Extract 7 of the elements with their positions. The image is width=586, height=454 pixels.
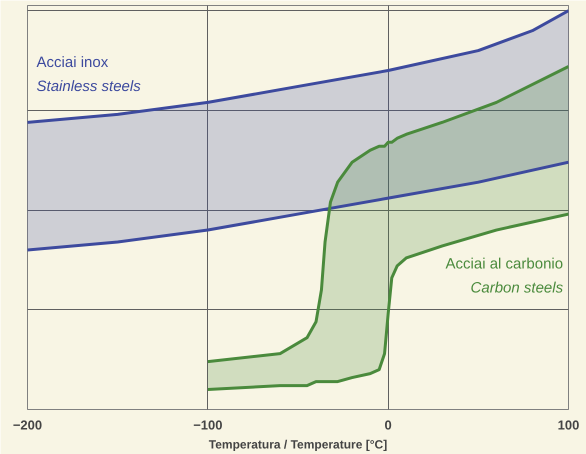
x-tick-label: −200 [12, 418, 42, 432]
text: Acciai al carbonio Carbon steels [446, 255, 564, 296]
x-tick-label: 100 [558, 418, 580, 432]
series-label: Acciai inox Stainless steels [36, 54, 142, 95]
x-axis-title: Temperatura / Temperature [°C] [208, 438, 388, 452]
x-tick-label: −100 [193, 418, 222, 432]
x-tick-label: 0 [384, 418, 392, 432]
